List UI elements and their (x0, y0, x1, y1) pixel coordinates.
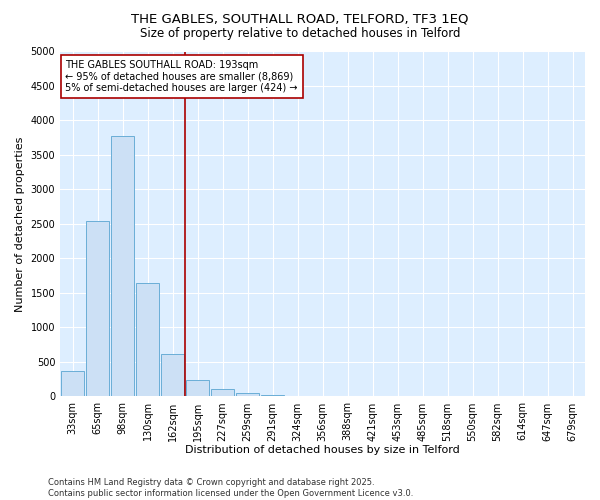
Bar (112, 136, 134, 396)
Text: THE GABLES, SOUTHALL ROAD, TELFORD, TF3 1EQ: THE GABLES, SOUTHALL ROAD, TELFORD, TF3 … (131, 12, 469, 26)
Text: Size of property relative to detached houses in Telford: Size of property relative to detached ho… (140, 28, 460, 40)
Text: Contains HM Land Registry data © Crown copyright and database right 2025.
Contai: Contains HM Land Registry data © Crown c… (48, 478, 413, 498)
Bar (187, 380, 209, 396)
Bar (262, 394, 284, 396)
Bar (61, 371, 84, 396)
Bar (86, 221, 109, 396)
Text: THE GABLES SOUTHALL ROAD: 193sqm
← 95% of detached houses are smaller (8,869)
5%: THE GABLES SOUTHALL ROAD: 193sqm ← 95% o… (65, 60, 298, 94)
Bar (211, 389, 234, 396)
Bar (161, 354, 184, 397)
Bar (136, 282, 159, 397)
Y-axis label: Number of detached properties: Number of detached properties (15, 136, 25, 312)
Bar (236, 393, 259, 396)
X-axis label: Distribution of detached houses by size in Telford: Distribution of detached houses by size … (185, 445, 460, 455)
